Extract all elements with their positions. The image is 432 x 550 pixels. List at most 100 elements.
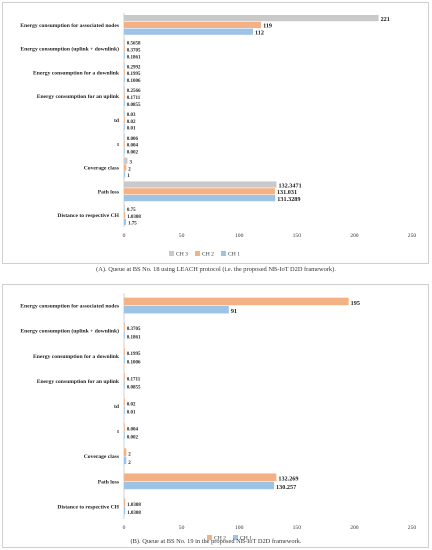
legend-swatch-b-ch2 [207, 535, 212, 540]
bar-a-ch3-0 [124, 14, 379, 22]
data-label-a-ch1-6: 1 [127, 174, 130, 179]
x-tick-label-b-2: 100 [235, 525, 244, 531]
bar-a-ch2-6 [124, 164, 127, 171]
category-label-b-1: Energy consumption (uplink + downlink) [20, 328, 119, 335]
data-label-b-ch2-2: 0.1995 [127, 352, 141, 357]
data-label-a-ch1-7: 131.3289 [277, 196, 300, 203]
bar-a-ch3-8 [124, 205, 125, 212]
data-label-a-ch3-6: 3 [129, 161, 132, 166]
data-label-b-ch2-5: 0.004 [127, 428, 139, 433]
bar-b-ch1-2 [124, 356, 125, 364]
data-label-a-ch3-3: 0.2566 [127, 89, 141, 94]
bar-a-ch2-2 [124, 69, 125, 76]
caption-b: (B). Queue at BS No. 19 in the proposed … [130, 538, 302, 545]
data-label-b-ch2-1: 0.3705 [127, 327, 141, 332]
bar-b-ch2-3 [124, 372, 125, 381]
legend-label-a-ch1: CH 1 [228, 252, 240, 258]
data-label-a-ch2-0: 119 [263, 23, 272, 30]
category-label-a-0: Energy consumption for associated nodes [20, 23, 120, 29]
category-label-a-7: Path loss [98, 189, 120, 195]
data-label-a-ch2-8: 1.0308 [127, 215, 141, 220]
data-label-b-ch1-1: 0.1861 [127, 335, 141, 340]
bar-a-ch1-5 [124, 147, 125, 154]
bar-b-ch1-8 [124, 506, 126, 515]
bar-chart-b: Energy consumption for associated nodes 1… [20, 293, 417, 542]
data-label-a-ch1-0: 112 [255, 29, 264, 36]
bar-a-ch1-0 [124, 28, 254, 35]
legend-swatch-b-ch1 [233, 535, 238, 540]
bar-a-ch2-3 [124, 93, 125, 100]
bar-a-ch1-2 [124, 76, 125, 83]
x-tick-label-a-2: 100 [235, 233, 244, 239]
data-label-a-ch3-8: 0.75 [127, 208, 136, 213]
data-label-b-ch1-3: 0.0855 [127, 385, 141, 390]
bar-a-ch3-2 [124, 62, 125, 69]
data-label-a-ch2-5: 0.004 [127, 144, 139, 149]
chart-panel-a: Energy consumption for associated nodes 2… [2, 2, 429, 264]
data-label-b-ch2-3: 0.1711 [127, 377, 141, 382]
bar-b-ch2-2 [124, 347, 125, 356]
data-label-b-ch2-7: 132.269 [278, 476, 298, 483]
legend-label-a-ch3: CH 3 [176, 252, 188, 258]
bar-a-ch2-4 [124, 116, 125, 124]
data-label-a-ch1-8: 1.75 [128, 222, 137, 227]
bar-b-ch1-1 [124, 330, 125, 339]
data-label-b-ch1-5: 0.002 [127, 436, 139, 441]
x-tick-label-b-4: 200 [350, 525, 359, 531]
bar-a-ch1-3 [124, 99, 125, 107]
x-tick-label-b-1: 50 [179, 525, 185, 531]
data-label-a-ch1-1: 0.1861 [127, 55, 141, 60]
data-label-a-ch1-4: 0.01 [127, 127, 136, 132]
bar-b-ch2-6 [124, 448, 127, 456]
category-label-b-6: Coverage class [84, 454, 120, 460]
category-label-b-8: Distance to respective CH [57, 504, 119, 510]
category-label-b-2: Energy consumption for a downlink [33, 354, 120, 360]
data-label-a-ch3-2: 0.2992 [127, 65, 141, 70]
bar-a-ch3-4 [124, 110, 125, 117]
bar-b-ch2-8 [124, 498, 126, 507]
bar-b-ch2-5 [124, 423, 125, 431]
legend-swatch-a-ch3 [169, 251, 174, 256]
data-label-a-ch3-0: 221 [381, 16, 390, 23]
data-label-a-ch3-5: 0.006 [127, 137, 139, 142]
category-label-b-4: td [114, 404, 120, 410]
data-label-b-ch1-0: 91 [231, 308, 237, 315]
x-tick-label-a-0: 0 [123, 233, 126, 239]
data-label-a-ch1-2: 0.1006 [127, 79, 141, 84]
chart-panel-b: Energy consumption for associated nodes 1… [2, 284, 429, 548]
legend-label-a-ch2: CH 2 [202, 252, 214, 258]
category-label-b-5: t [117, 429, 119, 435]
x-tick-label-a-5: 250 [408, 233, 417, 239]
category-label-b-0: Energy consumption for associated nodes [20, 304, 120, 310]
bar-b-ch1-3 [124, 381, 125, 389]
bar-a-ch1-7 [124, 195, 276, 202]
data-label-b-ch1-4: 0.01 [127, 411, 136, 416]
category-label-b-7: Path loss [98, 479, 120, 485]
bar-a-ch3-3 [124, 86, 125, 93]
data-label-a-ch3-4: 0.03 [127, 113, 136, 118]
data-label-a-ch3-7: 132.3471 [278, 182, 301, 189]
legend-swatch-a-ch2 [195, 251, 200, 256]
data-label-a-ch2-7: 131.031 [277, 189, 297, 196]
category-label-a-3: Energy consumption for an uplink [37, 94, 120, 100]
legend-label-b-ch2: CH 2 [214, 536, 226, 542]
bar-b-ch1-7 [124, 481, 275, 490]
caption-a: (A). Queue at BS No. 18 using LEACH prot… [96, 266, 336, 273]
data-label-b-ch2-8: 1.0308 [127, 503, 141, 508]
category-label-a-4: td [114, 118, 120, 124]
category-label-a-8: Distance to respective CH [57, 213, 119, 219]
bar-a-ch1-1 [124, 52, 125, 59]
bar-a-ch2-7 [124, 188, 275, 195]
category-label-a-1: Energy consumption (uplink + downlink) [20, 46, 119, 53]
data-label-a-ch2-4: 0.02 [127, 120, 136, 125]
data-label-b-ch1-2: 0.1006 [127, 360, 141, 365]
bar-b-ch2-0 [124, 297, 349, 306]
x-tick-label-b-3: 150 [293, 525, 302, 531]
x-tick-label-a-4: 200 [350, 233, 359, 239]
data-label-b-ch2-6: 2 [128, 453, 131, 458]
x-tick-label-b-5: 250 [408, 525, 417, 531]
bar-a-ch1-8 [124, 218, 127, 226]
x-tick-label-a-1: 50 [179, 233, 185, 239]
bar-a-ch2-1 [124, 45, 125, 52]
bar-a-ch2-0 [124, 21, 262, 28]
